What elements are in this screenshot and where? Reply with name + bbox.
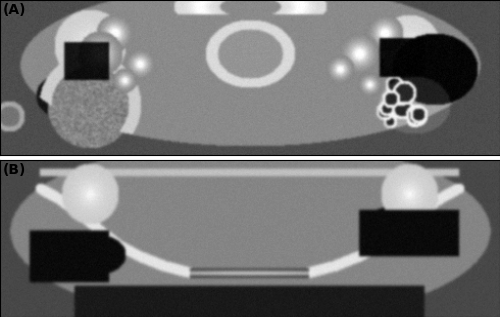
Text: (A): (A) — [2, 3, 26, 17]
Text: (B): (B) — [2, 163, 26, 177]
